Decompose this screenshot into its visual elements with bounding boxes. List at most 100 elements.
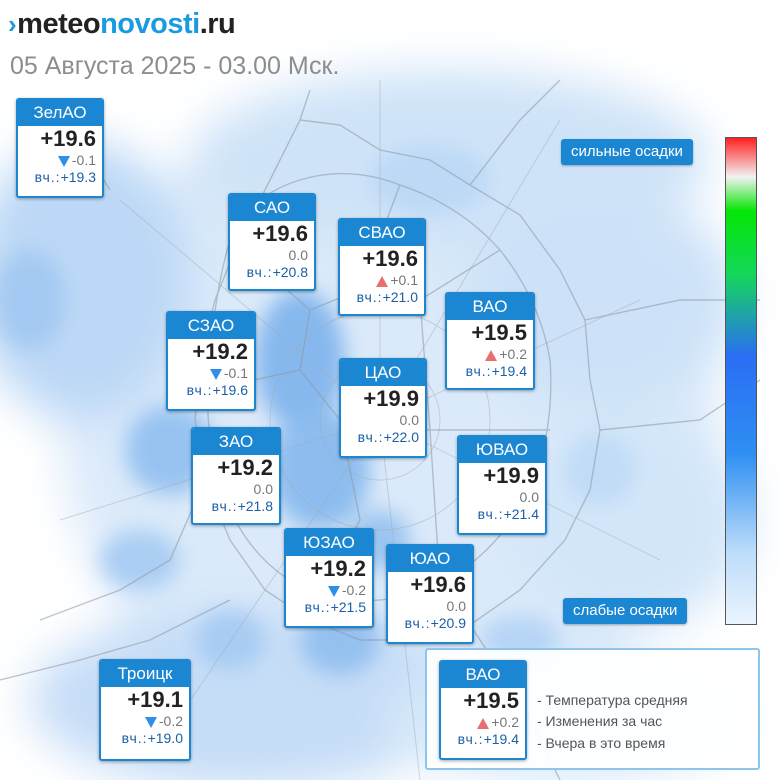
yesterday-temperature: вч.:+20.9 xyxy=(388,614,472,632)
average-temperature: +19.6 xyxy=(252,221,308,246)
district-name: ЮЗАО xyxy=(286,530,372,556)
legend-line-change: - Изменения за час xyxy=(537,713,663,729)
hourly-change: +0.1 xyxy=(340,272,424,288)
hourly-change-value: +0.2 xyxy=(491,714,519,730)
district-name: Троицк xyxy=(101,661,189,687)
hourly-change: -0.2 xyxy=(101,713,189,729)
district-name: ЮВАО xyxy=(459,437,545,463)
yesterday-temperature: вч.:+21.4 xyxy=(459,505,545,523)
district-card-yuao[interactable]: ЮАО +19.6 0.0 вч.:+20.9 xyxy=(386,544,474,644)
district-name: СЗАО xyxy=(168,313,254,339)
trend-up-icon xyxy=(477,717,490,729)
legend-panel: ВАО +19.5 +0.2 вч.:+19.4 - Температура сред… xyxy=(425,648,760,770)
hourly-change-value: 0.0 xyxy=(288,247,308,263)
yesterday-value: +22.0 xyxy=(383,429,419,445)
district-name: ЗелАО xyxy=(18,100,102,126)
yesterday-value: +19.4 xyxy=(483,731,519,747)
legend-line-yesterday: - Вчера в это время xyxy=(537,735,666,751)
trend-down-icon xyxy=(209,368,222,380)
district-card-yuvao[interactable]: ЮВАО +19.9 0.0 вч.:+21.4 xyxy=(457,435,547,535)
district-name: ЦАО xyxy=(341,360,425,386)
average-temperature: +19.9 xyxy=(483,463,539,488)
legend-example-card: ВАО +19.5 +0.2 вч.:+19.4 xyxy=(439,660,527,760)
yesterday-label: вч.: xyxy=(477,506,504,522)
heavy-precipitation-label: сильные осадки xyxy=(561,139,693,165)
district-name: САО xyxy=(230,195,314,221)
hourly-change: +0.2 xyxy=(441,714,525,730)
yesterday-label: вч.: xyxy=(404,615,431,631)
yesterday-label: вч.: xyxy=(356,289,383,305)
district-card-zelao[interactable]: ЗелАО +19.6 -0.1 вч.:+19.3 xyxy=(16,98,104,198)
yesterday-temperature: вч.:+21.8 xyxy=(193,497,279,515)
district-card-yuzao[interactable]: ЮЗАО +19.2 -0.2 вч.:+21.5 xyxy=(284,528,374,628)
yesterday-temperature: вч.:+21.0 xyxy=(340,288,424,306)
yesterday-value: +19.0 xyxy=(147,730,183,746)
yesterday-temperature: вч.:+19.4 xyxy=(441,730,525,748)
district-name: ЗАО xyxy=(193,429,279,455)
yesterday-label: вч.: xyxy=(121,730,148,746)
average-temperature: +19.6 xyxy=(410,572,466,597)
site-logo[interactable]: ›meteonovosti.ru xyxy=(8,8,236,41)
hourly-change: 0.0 xyxy=(193,481,279,497)
yesterday-value: +21.5 xyxy=(330,599,366,615)
average-temperature: +19.5 xyxy=(463,688,519,713)
yesterday-label: вч.: xyxy=(186,382,213,398)
hourly-change: -0.1 xyxy=(18,152,102,168)
yesterday-temperature: вч.:+19.3 xyxy=(18,168,102,186)
hourly-change: 0.0 xyxy=(459,489,545,505)
hourly-change: 0.0 xyxy=(230,247,314,263)
district-card-zao[interactable]: ЗАО +19.2 0.0 вч.:+21.8 xyxy=(191,427,281,525)
district-name: СВАО xyxy=(340,220,424,246)
average-temperature: +19.6 xyxy=(40,126,96,151)
district-card-svao[interactable]: СВАО +19.6 +0.1 вч.:+21.0 xyxy=(338,218,426,316)
average-temperature: +19.9 xyxy=(363,386,419,411)
logo-text-novosti: novosti xyxy=(100,8,200,40)
yesterday-label: вч.: xyxy=(211,498,238,514)
yesterday-value: +19.3 xyxy=(60,169,96,185)
trend-up-icon xyxy=(376,275,389,287)
average-temperature: +19.1 xyxy=(127,687,183,712)
hourly-change-value: 0.0 xyxy=(446,598,466,614)
yesterday-temperature: вч.:+19.4 xyxy=(447,362,533,380)
hourly-change-value: +0.2 xyxy=(499,346,527,362)
hourly-change-value: +0.1 xyxy=(390,272,418,288)
trend-down-icon xyxy=(144,716,157,728)
average-temperature: +19.2 xyxy=(217,455,273,480)
hourly-change: 0.0 xyxy=(388,598,472,614)
yesterday-label: вч.: xyxy=(357,429,384,445)
yesterday-label: вч.: xyxy=(457,731,484,747)
yesterday-value: +19.4 xyxy=(491,363,527,379)
district-card-troitsk[interactable]: Троицк +19.1 -0.2 вч.:+19.0 xyxy=(99,659,191,761)
yesterday-label: вч.: xyxy=(465,363,492,379)
precipitation-scale-bar xyxy=(725,137,757,625)
yesterday-value: +20.8 xyxy=(272,264,308,280)
yesterday-label: вч.: xyxy=(304,599,331,615)
average-temperature: +19.5 xyxy=(471,320,527,345)
yesterday-temperature: вч.:+22.0 xyxy=(341,428,425,446)
district-card-szao[interactable]: СЗАО +19.2 -0.1 вч.:+19.6 xyxy=(166,311,256,411)
yesterday-value: +21.4 xyxy=(503,506,539,522)
logo-text-domain: .ru xyxy=(199,8,236,40)
yesterday-temperature: вч.:+20.8 xyxy=(230,263,314,281)
trend-down-icon xyxy=(57,155,70,167)
district-card-cao[interactable]: ЦАО +19.9 0.0 вч.:+22.0 xyxy=(339,358,427,458)
legend-line-temperature: - Температура средняя xyxy=(537,692,688,708)
district-card-sao[interactable]: САО +19.6 0.0 вч.:+20.8 xyxy=(228,193,316,291)
yesterday-label: вч.: xyxy=(246,264,273,280)
district-name: ЮАО xyxy=(388,546,472,572)
district-name: ВАО xyxy=(441,662,525,688)
yesterday-value: +21.8 xyxy=(237,498,273,514)
district-name: ВАО xyxy=(447,294,533,320)
yesterday-value: +20.9 xyxy=(430,615,466,631)
hourly-change: -0.1 xyxy=(168,365,254,381)
trend-down-icon xyxy=(327,585,340,597)
yesterday-value: +19.6 xyxy=(212,382,248,398)
yesterday-temperature: вч.:+19.0 xyxy=(101,729,189,747)
yesterday-temperature: вч.:+19.6 xyxy=(168,381,254,399)
yesterday-temperature: вч.:+21.5 xyxy=(286,598,372,616)
hourly-change-value: 0.0 xyxy=(253,481,273,497)
hourly-change: -0.2 xyxy=(286,582,372,598)
light-precipitation-label: слабые осадки xyxy=(563,598,688,624)
district-card-vao[interactable]: ВАО +19.5 +0.2 вч.:+19.4 xyxy=(445,292,535,390)
hourly-change-value: -0.1 xyxy=(71,152,96,168)
